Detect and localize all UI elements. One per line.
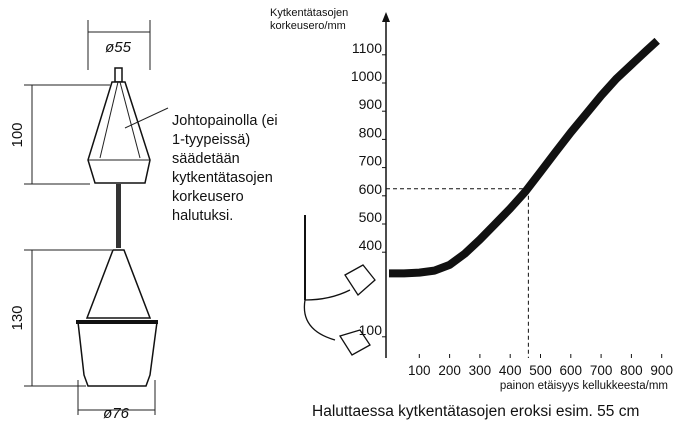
x-tick-label: 700	[590, 363, 613, 378]
x-tick-label: 100	[408, 363, 431, 378]
y-tick-label: 700	[359, 153, 383, 169]
y-tick-label: 600	[359, 181, 383, 197]
y-tick-label: 100	[359, 322, 383, 338]
x-tick-label: 300	[469, 363, 492, 378]
y-tick-label: 500	[359, 209, 383, 225]
note-line: Johtopainolla (ei	[172, 113, 278, 129]
y-axis-label: korkeusero/mm	[270, 20, 346, 32]
x-tick-label: 400	[499, 363, 522, 378]
x-tick-label: 500	[529, 363, 552, 378]
dim-label: ø55	[105, 39, 132, 56]
y-tick-label: 1000	[351, 68, 382, 84]
x-tick-label: 600	[560, 363, 583, 378]
dim-label: ø76	[103, 405, 130, 422]
axis-arrow	[382, 12, 390, 22]
note-line: halutuksi.	[172, 208, 233, 224]
dim-label: 130	[9, 305, 26, 330]
dim-label: 100	[9, 122, 26, 147]
curve	[389, 41, 657, 274]
y-tick-label: 1100	[352, 40, 382, 56]
y-tick-label: 400	[359, 237, 383, 253]
note-line: säädetään	[172, 151, 240, 167]
x-axis-label: painon etäisyys kellukkeesta/mm	[500, 380, 668, 392]
x-tick-label: 800	[620, 363, 643, 378]
float-drawing: ø55 100 130 ø76 Johtopainolla (ei 1-tyype…	[9, 20, 278, 422]
x-tick-label: 900	[650, 363, 673, 378]
note-line: korkeusero	[172, 189, 244, 205]
y-axis-label: Kytkentätasojen	[270, 7, 348, 19]
caption: Haluttaessa kytkentätasojen eroksi esim.…	[312, 403, 639, 420]
note-line: 1-tyypeissä)	[172, 132, 250, 148]
page: ø55 100 130 ø76 Johtopainolla (ei 1-tyype…	[0, 0, 684, 423]
y-tick-label: 800	[359, 124, 383, 140]
note-line: kytkentätasojen	[172, 170, 273, 186]
x-tick-label: 200	[438, 363, 461, 378]
y-tick-label: 900	[359, 96, 383, 112]
